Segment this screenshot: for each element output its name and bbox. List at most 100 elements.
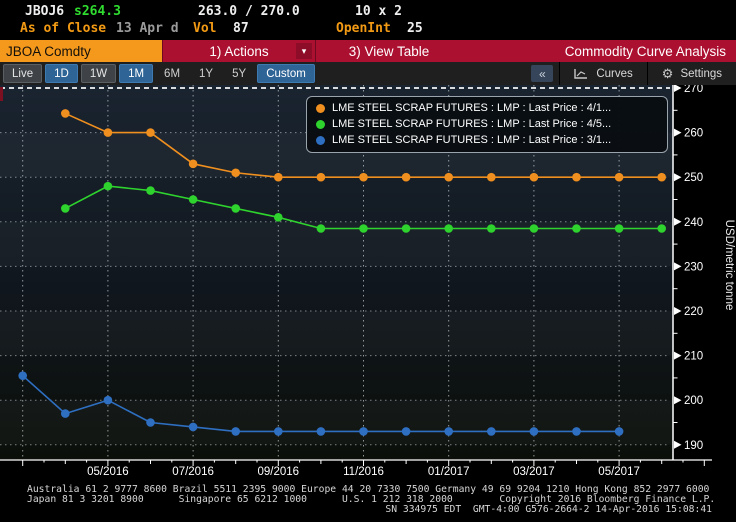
data-point[interactable]	[188, 195, 198, 204]
data-point[interactable]	[61, 204, 70, 213]
plot-band	[0, 400, 673, 445]
data-point[interactable]	[529, 172, 539, 182]
data-point[interactable]	[572, 172, 581, 182]
legend-item[interactable]: LME STEEL SCRAP FUTURES : LMP : Last Pri…	[316, 102, 658, 114]
data-point[interactable]	[274, 427, 283, 436]
x-tick-label: 09/2016	[258, 466, 300, 478]
actions-button-label: 1) Actions	[209, 43, 269, 59]
data-point[interactable]	[487, 172, 496, 182]
tab-1w[interactable]: 1W	[80, 64, 117, 83]
data-point[interactable]	[231, 168, 240, 178]
tab-6m[interactable]: 6M	[164, 67, 181, 80]
lot-size: 10 x 2	[355, 4, 402, 19]
data-point[interactable]	[103, 395, 113, 405]
data-point[interactable]	[401, 224, 411, 233]
as-of-date: 13 Apr d	[116, 21, 179, 36]
y-tick-label: 230	[684, 261, 703, 273]
data-point[interactable]	[231, 427, 240, 436]
collapse-panel-button[interactable]: «	[531, 65, 554, 82]
tab-custom[interactable]: Custom	[257, 64, 315, 83]
data-point[interactable]	[188, 159, 198, 169]
tab-live[interactable]: Live	[3, 64, 43, 83]
data-point[interactable]	[103, 181, 113, 191]
data-point[interactable]	[401, 172, 411, 182]
curves-button[interactable]: Curves	[559, 62, 646, 85]
data-point[interactable]	[529, 427, 539, 436]
data-point[interactable]	[274, 172, 283, 182]
data-point[interactable]	[614, 172, 624, 182]
data-point[interactable]	[188, 422, 198, 432]
tab-1m[interactable]: 1M	[119, 64, 154, 83]
settings-button[interactable]: ⚙ Settings	[646, 62, 736, 85]
data-point[interactable]	[401, 427, 411, 436]
commodity-curve-chart[interactable]: 270 260 250 240 230 220 210 200 190 05/2016 07/201…	[0, 85, 736, 480]
data-point[interactable]	[572, 224, 581, 233]
x-tick-label: 03/2017	[513, 466, 555, 478]
tab-1y[interactable]: 1Y	[199, 67, 214, 80]
data-point[interactable]	[61, 109, 70, 118]
tab-5y[interactable]: 5Y	[232, 67, 247, 80]
volume-value: 87	[233, 21, 249, 36]
curve-line-icon	[574, 68, 588, 79]
data-point[interactable]	[529, 224, 539, 233]
legend-item[interactable]: LME STEEL SCRAP FUTURES : LMP : Last Pri…	[316, 118, 658, 130]
data-point[interactable]	[572, 427, 581, 436]
data-point[interactable]	[359, 427, 368, 436]
actions-button[interactable]: 1) Actions ▾	[162, 40, 315, 62]
data-point[interactable]	[444, 224, 454, 233]
y-tick-label: 250	[684, 172, 703, 184]
y-tick-arrow-icon	[674, 217, 682, 226]
view-table-button[interactable]: 3) View Table	[315, 40, 462, 62]
footer-phone-line-2: Japan 81 3 3201 8900 Singapore 65 6212 1…	[27, 494, 716, 505]
quote-line-1: JBOJ6 s264.3 263.0 / 270.0 10 x 2	[0, 4, 736, 21]
y-tick-label: 200	[684, 395, 703, 407]
legend-dot-icon	[316, 135, 325, 145]
y-tick-arrow-icon	[674, 128, 682, 137]
chevron-down-icon[interactable]: ▾	[296, 43, 312, 59]
y-tick-label: 270	[684, 85, 703, 95]
data-point[interactable]	[487, 427, 496, 436]
open-interest-label: OpenInt	[336, 21, 391, 36]
data-point[interactable]	[614, 427, 624, 436]
y-tick-label: 220	[684, 306, 703, 318]
legend-dot-icon	[316, 103, 325, 113]
y-tick-arrow-icon	[674, 396, 682, 405]
last-price: s264.3	[74, 4, 121, 19]
data-point[interactable]	[614, 224, 624, 233]
volume-label: Vol	[193, 21, 217, 36]
quote-line-2: As of Close 13 Apr d Vol 87 OpenInt 25	[0, 21, 736, 38]
data-point[interactable]	[231, 204, 240, 213]
data-point[interactable]	[359, 172, 368, 182]
data-point[interactable]	[61, 409, 70, 418]
legend-item[interactable]: LME STEEL SCRAP FUTURES : LMP : Last Pri…	[316, 134, 658, 146]
legend-label: LME STEEL SCRAP FUTURES : LMP : Last Pri…	[332, 134, 612, 146]
footer-phone-line-1: Australia 61 2 9777 8600 Brazil 5511 239…	[27, 484, 710, 495]
curves-button-label: Curves	[596, 67, 633, 80]
tab-1d[interactable]: 1D	[45, 64, 78, 83]
y-tick-arrow-icon	[674, 351, 682, 360]
data-point[interactable]	[103, 128, 113, 137]
ticker: JBOJ6	[25, 4, 65, 19]
data-point[interactable]	[146, 418, 155, 427]
data-point[interactable]	[444, 172, 454, 182]
y-tick-arrow-icon	[674, 307, 682, 315]
data-point[interactable]	[487, 224, 496, 233]
data-point[interactable]	[657, 172, 666, 182]
data-point[interactable]	[146, 186, 155, 195]
data-point[interactable]	[316, 172, 326, 182]
data-point[interactable]	[316, 427, 326, 436]
data-point[interactable]	[274, 213, 283, 222]
x-tick-label: 11/2016	[343, 466, 384, 478]
range-tabs: Live 1D 1W 1M 6M 1Y 5Y Custom	[0, 64, 315, 83]
gear-icon: ⚙	[661, 66, 674, 81]
data-point[interactable]	[657, 224, 666, 233]
data-point[interactable]	[18, 371, 28, 380]
security-tab[interactable]: JBOA Comdty	[0, 40, 162, 62]
function-title: Commodity Curve Analysis	[462, 40, 736, 62]
data-point[interactable]	[146, 128, 155, 137]
plot-band	[0, 311, 673, 356]
data-point[interactable]	[359, 224, 368, 233]
data-point[interactable]	[316, 224, 326, 233]
range-tabbar: Live 1D 1W 1M 6M 1Y 5Y Custom « Curves ⚙ Settin…	[0, 62, 736, 85]
data-point[interactable]	[444, 427, 454, 436]
